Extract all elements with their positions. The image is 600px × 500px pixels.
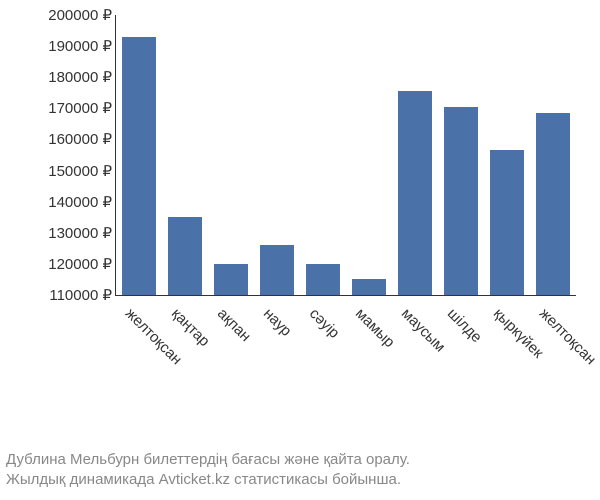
bar bbox=[122, 37, 157, 295]
y-tick-label: 140000 ₽ bbox=[48, 193, 112, 211]
y-tick-label: 120000 ₽ bbox=[48, 255, 112, 273]
bar bbox=[490, 150, 525, 295]
x-tick-label: қаңтар bbox=[168, 305, 213, 350]
y-tick-label: 180000 ₽ bbox=[48, 68, 112, 86]
bar bbox=[536, 113, 571, 295]
bar bbox=[260, 245, 295, 295]
x-tick-label: ақпан bbox=[214, 305, 254, 345]
x-tick-label: наур bbox=[260, 305, 295, 340]
caption-line-2: Жылдық динамикада Avticket.kz статистика… bbox=[6, 470, 594, 490]
bar bbox=[168, 217, 203, 295]
y-tick-label: 200000 ₽ bbox=[48, 6, 112, 24]
chart-caption: Дублина Мельбурн билеттердің бағасы және… bbox=[0, 450, 600, 491]
y-tick-label: 190000 ₽ bbox=[48, 37, 112, 55]
y-tick-label: 150000 ₽ bbox=[48, 162, 112, 180]
y-tick-label: 110000 ₽ bbox=[49, 286, 112, 304]
bar bbox=[444, 107, 479, 295]
x-tick-label: желтоқсан bbox=[536, 305, 599, 368]
x-tick-label: сәуір bbox=[306, 305, 343, 342]
y-tick-label: 130000 ₽ bbox=[48, 224, 112, 242]
x-tick-label: шілде bbox=[444, 305, 485, 346]
plot-area bbox=[115, 15, 576, 296]
bar bbox=[214, 264, 249, 295]
bar bbox=[306, 264, 341, 295]
bar bbox=[398, 91, 433, 295]
x-tick-label: маусым bbox=[398, 305, 449, 356]
caption-line-1: Дублина Мельбурн билеттердің бағасы және… bbox=[6, 450, 594, 470]
y-tick-label: 160000 ₽ bbox=[48, 130, 112, 148]
bar bbox=[352, 279, 387, 295]
y-tick-label: 170000 ₽ bbox=[48, 99, 112, 117]
x-tick-label: мамыр bbox=[352, 305, 398, 351]
price-chart: 110000 ₽ 120000 ₽ 130000 ₽ 140000 ₽ 150000 ₽… bbox=[10, 10, 590, 450]
